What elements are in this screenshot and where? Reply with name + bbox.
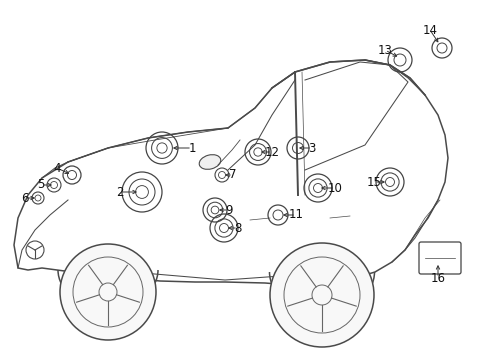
Text: 9: 9 [225, 203, 233, 216]
Text: 2: 2 [116, 185, 124, 198]
Text: 1: 1 [188, 141, 196, 154]
Text: 6: 6 [21, 192, 29, 204]
Circle shape [60, 244, 156, 340]
Circle shape [270, 243, 374, 347]
Ellipse shape [199, 155, 221, 169]
Text: 10: 10 [327, 181, 343, 194]
Text: 7: 7 [229, 168, 237, 181]
Text: 5: 5 [37, 179, 45, 192]
Text: 15: 15 [367, 175, 381, 189]
Text: 4: 4 [53, 162, 61, 175]
Text: 3: 3 [308, 141, 316, 154]
Text: 14: 14 [422, 23, 438, 36]
Text: 11: 11 [289, 208, 303, 221]
Text: 8: 8 [234, 221, 242, 234]
Text: 12: 12 [265, 145, 279, 158]
Text: 16: 16 [431, 271, 445, 284]
Text: 13: 13 [378, 44, 392, 57]
